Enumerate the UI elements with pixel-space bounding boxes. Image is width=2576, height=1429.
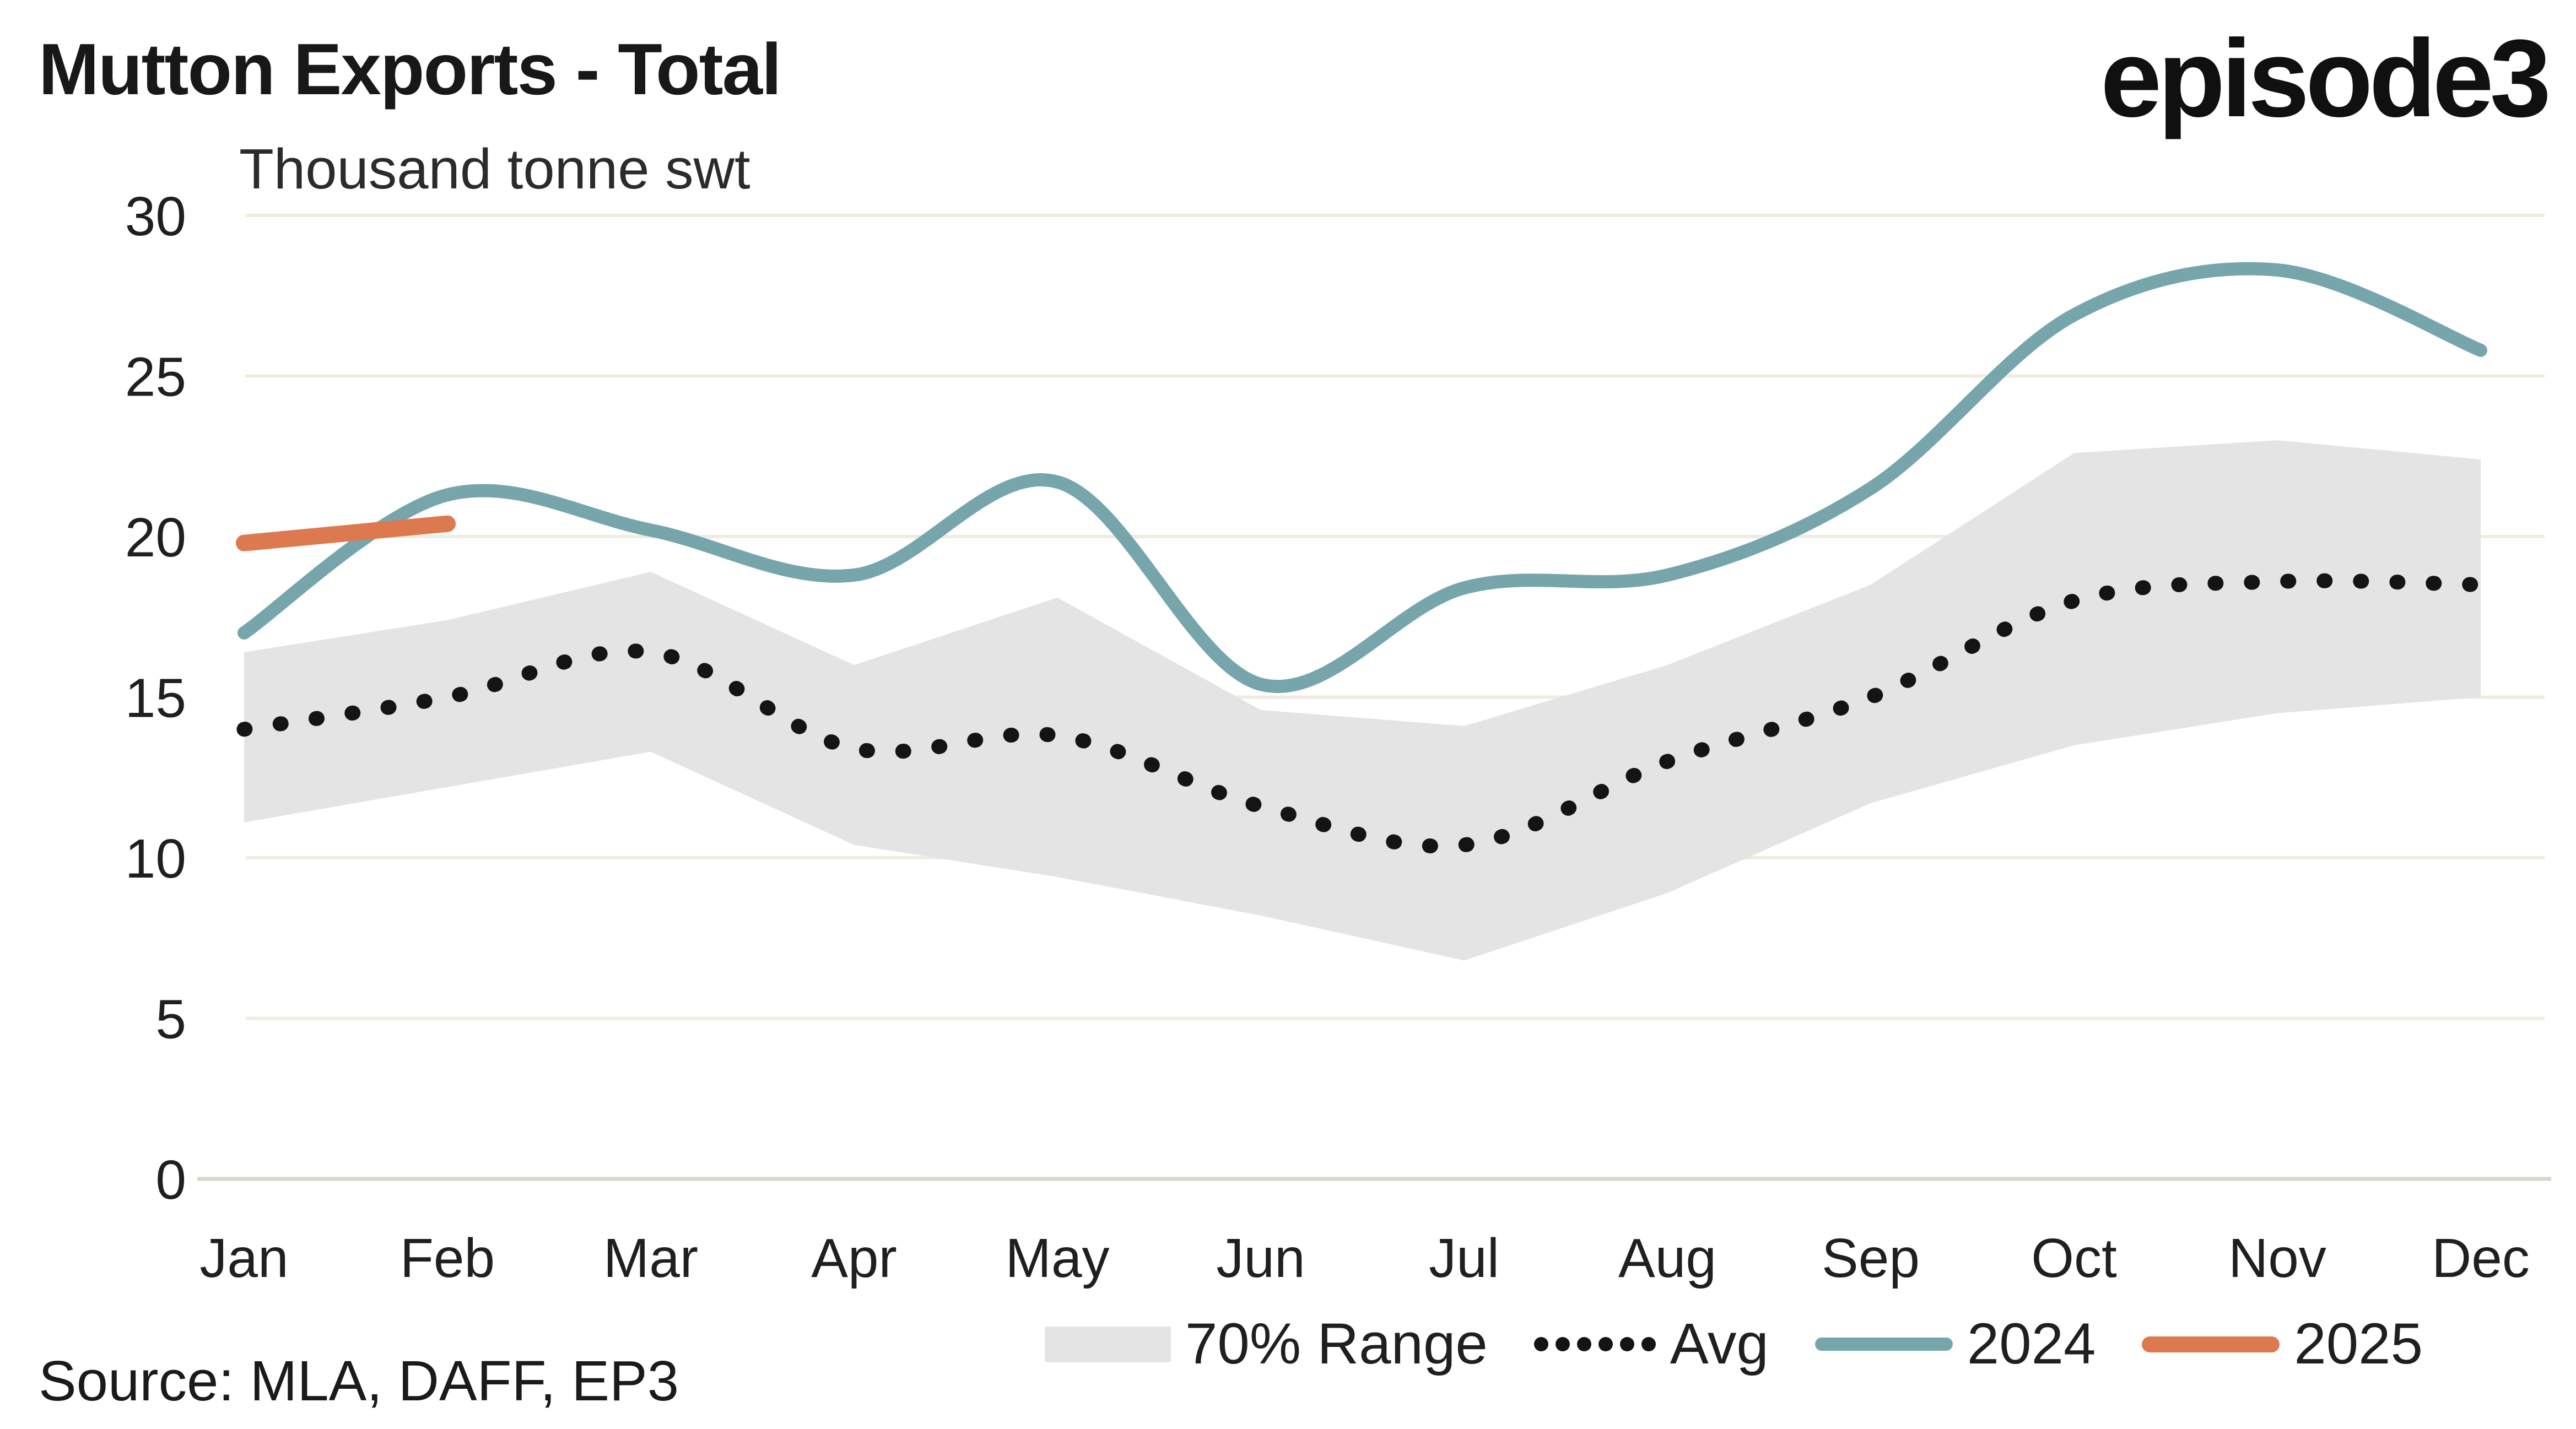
y-tick-label: 25 bbox=[125, 347, 186, 408]
orange-line-swatch-icon bbox=[2142, 1336, 2280, 1352]
x-tick-label: Mar bbox=[603, 1227, 698, 1289]
x-tick-label: Jul bbox=[1429, 1227, 1499, 1289]
dotted-line-swatch-icon bbox=[1533, 1337, 1656, 1351]
y-tick-label: 30 bbox=[125, 186, 186, 247]
x-tick-label: Jun bbox=[1216, 1227, 1305, 1289]
x-tick-label: Oct bbox=[2031, 1227, 2117, 1289]
y-tick-label: 20 bbox=[125, 507, 186, 569]
source-note: Source: MLA, DAFF, EP3 bbox=[39, 1349, 679, 1412]
x-tick-label: Dec bbox=[2432, 1227, 2530, 1289]
x-tick-label: Jan bbox=[199, 1227, 288, 1289]
range-band bbox=[244, 440, 2481, 961]
legend-item-2024: 2024 bbox=[1814, 1311, 2096, 1377]
axis-labels: 0 5 10 15 20 25 30 Jan Feb Mar Apr May Jun Jul Aug Sep O… bbox=[125, 186, 2530, 1289]
x-tick-label: Feb bbox=[400, 1227, 495, 1289]
legend-label: Avg bbox=[1670, 1312, 1769, 1376]
legend-label: 2025 bbox=[2294, 1312, 2423, 1376]
chart-legend: 70% Range Avg 2024 2025 bbox=[1045, 1311, 2423, 1377]
x-tick-label: Nov bbox=[2228, 1227, 2326, 1289]
legend-label: 70% Range bbox=[1185, 1312, 1488, 1376]
avg-line bbox=[236, 573, 2488, 854]
x-tick-label: Apr bbox=[811, 1227, 897, 1289]
legend-item-70pct-range: 70% Range bbox=[1045, 1311, 1488, 1377]
legend-item-2025: 2025 bbox=[2142, 1311, 2423, 1377]
y-tick-label: 10 bbox=[125, 828, 186, 890]
episode3-logo: episode3 bbox=[2100, 17, 2551, 140]
legend-item-avg: Avg bbox=[1533, 1311, 1769, 1377]
legend-label: 2024 bbox=[1967, 1312, 2096, 1376]
line-2024 bbox=[237, 262, 2487, 694]
page-title: Mutton Exports - Total bbox=[39, 29, 782, 110]
y-axis-units-label: Thousand tonne swt bbox=[239, 137, 750, 201]
teal-line-swatch-icon bbox=[1814, 1338, 1953, 1351]
y-tick-label: 0 bbox=[155, 1149, 186, 1211]
x-tick-label: Aug bbox=[1618, 1227, 1716, 1289]
y-tick-label: 5 bbox=[155, 989, 186, 1051]
range-band-swatch-icon bbox=[1045, 1326, 1171, 1362]
y-tick-label: 15 bbox=[125, 668, 186, 729]
x-tick-label: May bbox=[1006, 1227, 1110, 1289]
x-tick-label: Sep bbox=[1822, 1227, 1920, 1289]
line-2025 bbox=[236, 515, 456, 551]
